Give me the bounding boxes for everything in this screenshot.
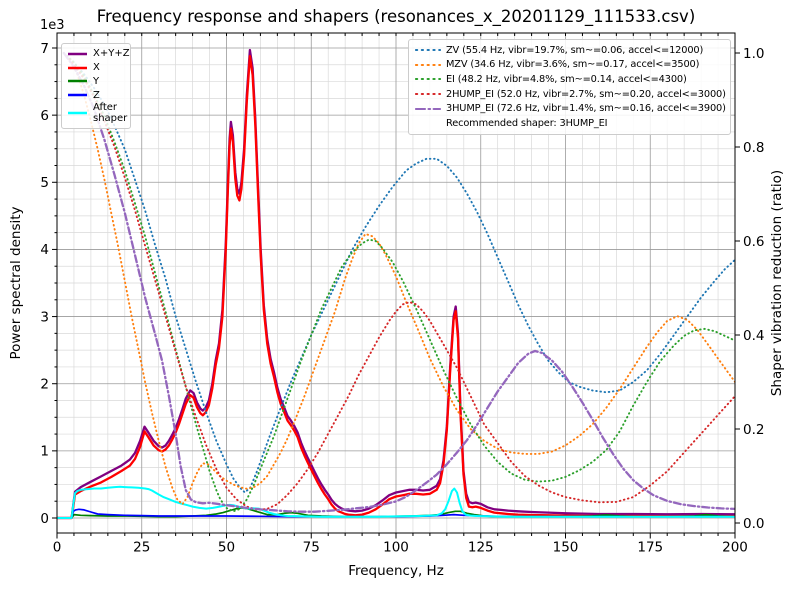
tick-labels: 0 25 50 75 100 125 150 175 200 0 1 2 3 4 5 6 7 0.0 0.2 0.4 0… — [40, 41, 764, 556]
svg-text:0: 0 — [40, 511, 49, 527]
legend-item-zv: ZV (55.4 Hz, vibr=19.7%, sm~=0.06, accel… — [415, 43, 724, 58]
svg-text:2: 2 — [40, 377, 49, 393]
svg-text:0.4: 0.4 — [743, 328, 764, 344]
svg-text:4: 4 — [40, 242, 49, 258]
legend-item-z: Z — [67, 88, 125, 102]
legend-label: MZV (34.6 Hz, vibr=3.6%, sm~=0.17, accel… — [446, 59, 700, 71]
recommended-shaper-text: Recommended shaper: 3HUMP_EI — [446, 117, 608, 129]
y-axis-right-label: Shaper vibration reduction (ratio) — [769, 169, 785, 397]
shaper-legend: ZV (55.4 Hz, vibr=19.7%, sm~=0.06, accel… — [408, 39, 731, 135]
svg-text:3: 3 — [40, 309, 49, 325]
svg-text:1.0: 1.0 — [743, 46, 764, 62]
y-axis-left-label: Power spectral density — [8, 206, 24, 360]
legend-label: EI (48.2 Hz, vibr=4.8%, sm~=0.14, accel<… — [446, 73, 687, 85]
major-gridlines — [57, 33, 735, 533]
legend-line-sample — [68, 66, 87, 69]
legend-item-after-shaper: After shaper — [67, 102, 128, 125]
legend-line-sample — [415, 49, 441, 52]
svg-text:0.8: 0.8 — [743, 140, 764, 156]
legend-item-ei: EI (48.2 Hz, vibr=4.8%, sm~=0.14, accel<… — [415, 72, 724, 87]
svg-text:1: 1 — [40, 444, 49, 460]
legend-item-x-y-z: X+Y+Z — [67, 47, 130, 61]
legend-label: ZV (55.4 Hz, vibr=19.7%, sm~=0.06, accel… — [446, 44, 704, 56]
svg-text:0.6: 0.6 — [743, 234, 764, 250]
psd-legend: X+Y+Z X Y Z After shaper — [61, 43, 131, 129]
svg-text:150: 150 — [553, 540, 579, 556]
legend-item-mzv: MZV (34.6 Hz, vibr=3.6%, sm~=0.17, accel… — [415, 58, 724, 73]
axis-ticks — [52, 33, 740, 539]
legend-item-y: Y — [67, 75, 125, 89]
chart-title: Frequency response and shapers (resonanc… — [96, 7, 696, 26]
legend-label: Y — [93, 75, 100, 87]
legend-line-sample — [68, 80, 87, 83]
series-EI — [62, 52, 735, 513]
legend-line-sample — [68, 93, 87, 97]
svg-text:7: 7 — [40, 41, 49, 57]
legend-label: X+Y+Z — [93, 48, 130, 60]
y-axis-offset-label: 1e3 — [40, 18, 65, 33]
legend-line-sample — [415, 78, 441, 81]
x-axis-label: Frequency, Hz — [348, 563, 444, 579]
legend-item-2hump-ei: 2HUMP_EI (52.0 Hz, vibr=2.7%, sm~=0.20, … — [415, 87, 726, 102]
legend-label: X — [93, 62, 100, 74]
series-MZV — [62, 52, 735, 506]
legend-item-x: X — [67, 61, 125, 75]
svg-text:0.0: 0.0 — [743, 516, 764, 532]
svg-text:5: 5 — [40, 175, 49, 191]
legend-line-sample — [68, 112, 87, 115]
svg-text:125: 125 — [468, 540, 494, 556]
legend-line-sample — [415, 93, 441, 96]
series-X — [57, 54, 735, 520]
legend-item-3hump-ei: 3HUMP_EI (72.6 Hz, vibr=1.4%, sm~=0.16, … — [415, 101, 726, 116]
svg-text:100: 100 — [383, 540, 409, 556]
svg-text:75: 75 — [303, 540, 320, 556]
legend-recommendation: Recommended shaper: 3HUMP_EI — [415, 116, 724, 131]
data-series — [57, 48, 735, 520]
svg-text:50: 50 — [218, 540, 235, 556]
legend-label: After shaper — [93, 102, 128, 125]
legend-label: 2HUMP_EI (52.0 Hz, vibr=2.7%, sm~=0.20, … — [446, 88, 726, 100]
svg-text:6: 6 — [40, 108, 49, 124]
series-ZV — [62, 52, 735, 494]
legend-line-sample — [415, 63, 441, 66]
svg-text:175: 175 — [637, 540, 663, 556]
series-2HUMP_EI — [62, 52, 735, 511]
legend-line-sample — [68, 52, 87, 56]
svg-text:25: 25 — [133, 540, 150, 556]
series-3HUMP_EI — [62, 51, 735, 513]
svg-text:0.2: 0.2 — [743, 422, 764, 438]
legend-label: Z — [93, 89, 100, 101]
svg-text:200: 200 — [722, 540, 748, 556]
legend-line-sample — [415, 107, 441, 110]
svg-text:0: 0 — [53, 540, 62, 556]
legend-label: 3HUMP_EI (72.6 Hz, vibr=1.4%, sm~=0.16, … — [446, 103, 726, 115]
